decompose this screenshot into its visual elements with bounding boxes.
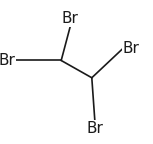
Text: Br: Br — [86, 121, 103, 136]
Text: Br: Br — [122, 41, 139, 56]
Text: Br: Br — [62, 11, 79, 26]
Text: Br: Br — [0, 53, 15, 68]
